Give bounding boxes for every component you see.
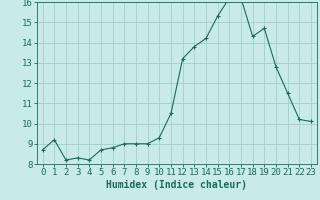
X-axis label: Humidex (Indice chaleur): Humidex (Indice chaleur) <box>106 180 247 190</box>
